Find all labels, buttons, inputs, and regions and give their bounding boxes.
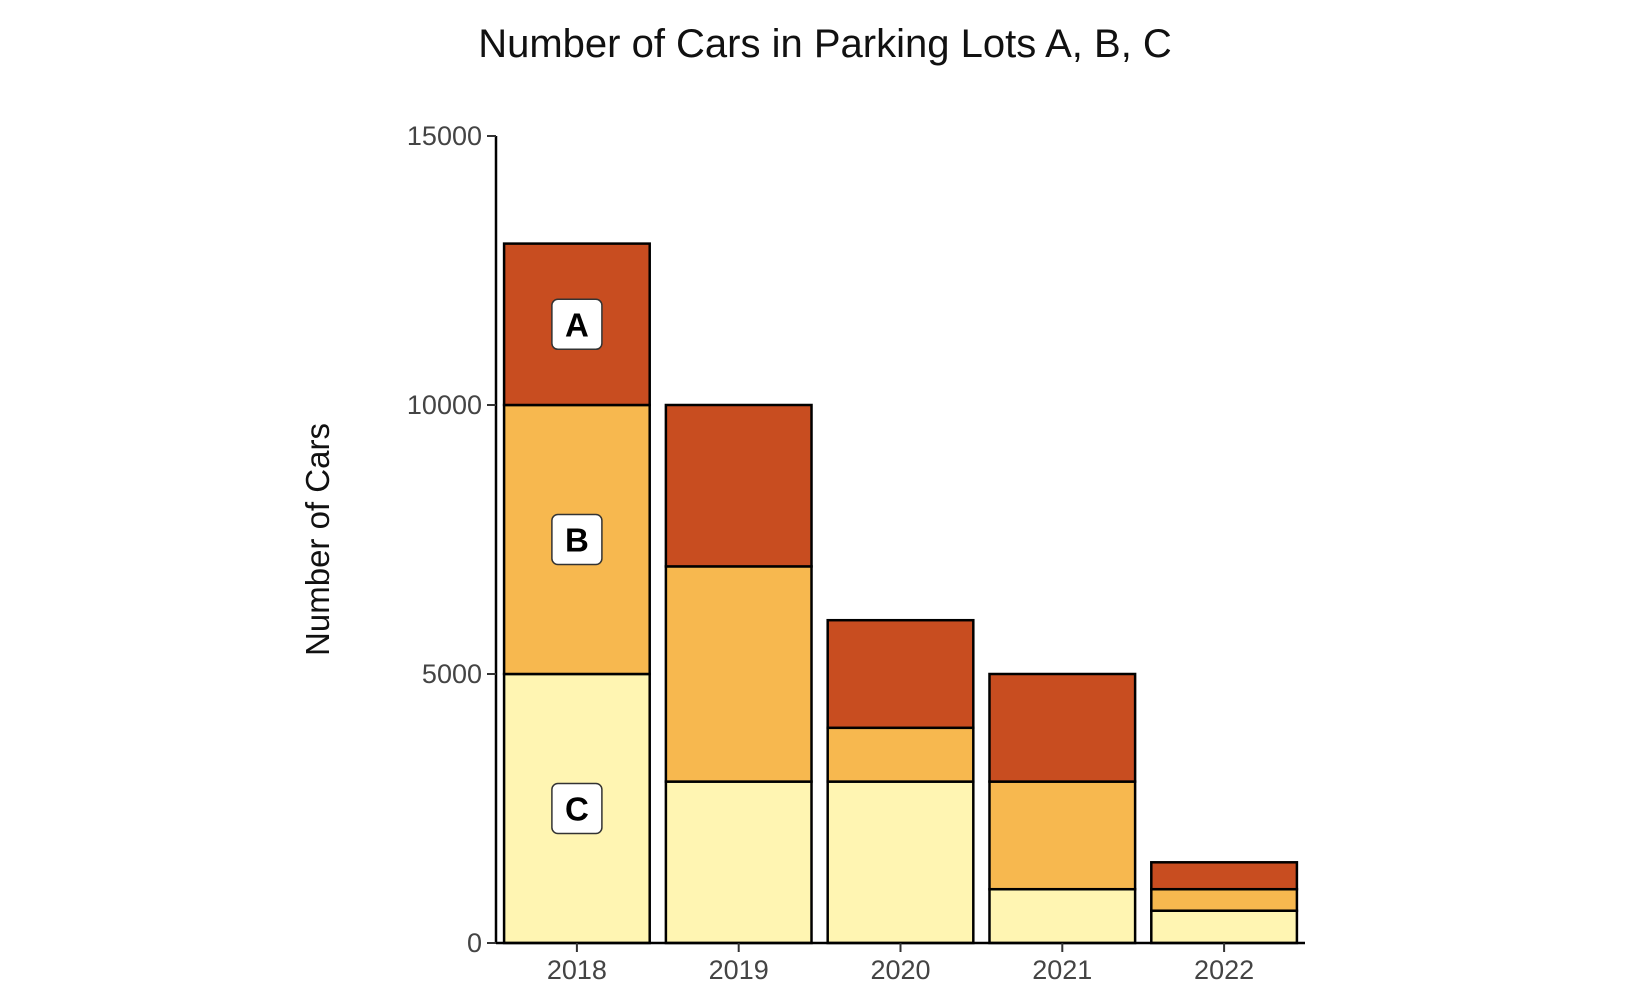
bar-segment-2022-B [1150,887,1299,912]
segment-label-A: A [565,306,589,343]
bar-segment-2022-C [1150,909,1299,945]
bar-segment-2021-A [988,672,1137,783]
segment-label-B: B [565,522,589,559]
x-tick-label-2019: 2019 [709,955,769,985]
segment-labels: C B A [551,298,603,835]
axes: 0 5000 10000 15000 2018 2019 2020 2021 2022 [407,121,1305,985]
segment-label-box-C [551,782,603,835]
bar-segment-2020-B [826,726,975,783]
bar-segment-2020-C [826,780,975,945]
bar-segment-2019-A [664,403,813,568]
bar-segment-2022-A [1150,861,1299,891]
y-tick-label-5000: 5000 [422,659,482,689]
segment-label-box-A [551,298,603,351]
bar-segment-2020-A [826,618,975,730]
segment-label-C: C [565,791,589,828]
y-axis-title: Number of Cars [299,423,336,656]
bar-segment-2019-B [664,565,813,783]
bar-segment-2019-C [664,780,813,945]
x-tick-label-2022: 2022 [1194,955,1254,985]
y-tick-label-0: 0 [467,928,482,958]
x-tick-label-2018: 2018 [547,955,607,985]
chart-title: Number of Cars in Parking Lots A, B, C [478,22,1172,66]
bar-segment-2021-B [988,780,1137,891]
x-tick-label-2021: 2021 [1032,955,1092,985]
bars [502,242,1299,945]
segment-label-box-B [551,513,603,566]
y-tick-label-15000: 15000 [407,121,482,151]
y-tick-label-10000: 10000 [407,390,482,420]
bar-segment-2021-C [988,887,1137,945]
x-tick-label-2020: 2020 [870,955,930,985]
